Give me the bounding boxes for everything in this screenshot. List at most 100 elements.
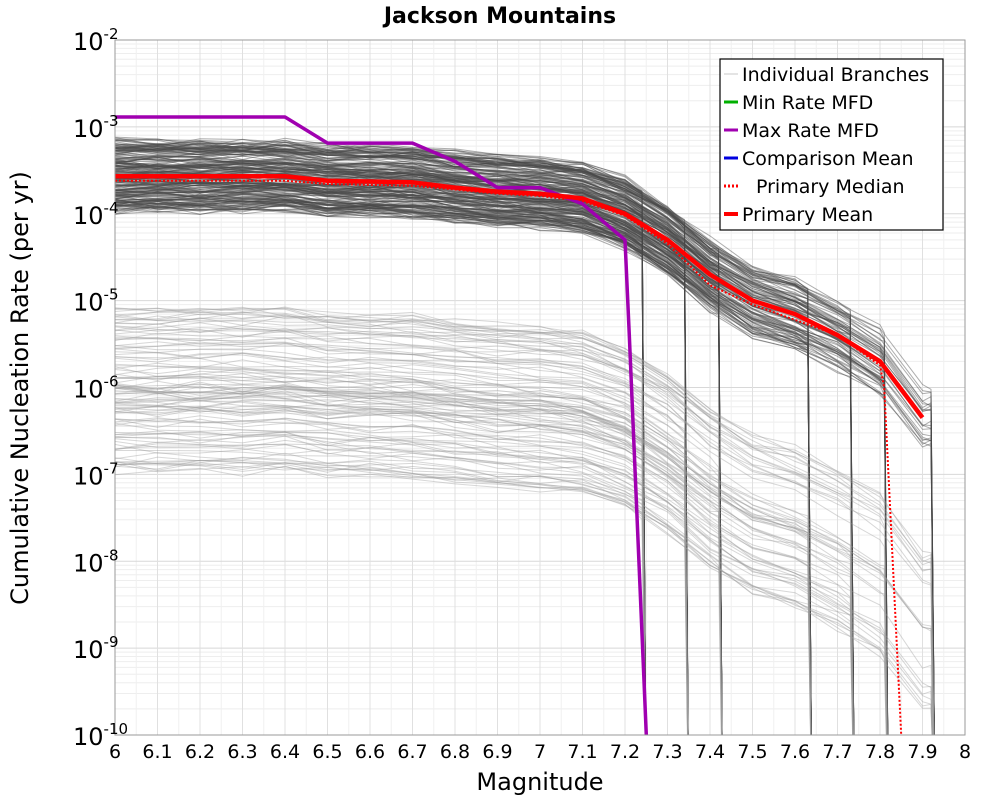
branch-line [115,457,933,735]
branch-line [115,142,812,735]
branch-line [115,386,812,735]
branch-line [115,463,887,735]
branch-line [115,385,888,735]
x-tick-label: 7.2 [610,741,640,763]
branch-line [115,182,855,735]
branch-line [115,385,854,735]
branch-line [115,177,723,735]
branch-line [115,165,889,735]
branch-line [115,146,723,735]
branch-line [115,148,855,735]
branch-line [115,417,812,735]
branch-line [115,141,647,735]
branch-line [115,163,689,735]
branch-line [115,143,889,735]
y-axis-label: Cumulative Nucleation Rate (per yr) [6,171,34,605]
x-tick-label: 7 [534,741,546,763]
branch-line [115,164,855,735]
branch-line [115,144,812,735]
x-tick-label: 8 [959,741,971,763]
branch-line [115,388,646,735]
branch-line [115,162,647,735]
branch-line [115,459,854,735]
x-tick-label: 7.5 [737,741,767,763]
branch-line [115,205,812,735]
branch-line [115,149,812,735]
branch-line [115,155,812,735]
x-tick-label: 6.3 [227,741,257,763]
branch-line [115,198,647,735]
branch-line [115,195,723,735]
branch-line [115,143,689,735]
branch-line [115,200,855,735]
y-tick-label: 10-10 [73,720,128,751]
branch-line [115,162,889,735]
branch-line [115,138,647,735]
branch-line [115,206,647,735]
y-tick-label: 10-3 [73,112,119,143]
branch-line [115,313,854,735]
branch-line [115,465,646,735]
branch-line [115,182,812,735]
x-tick-label: 7.6 [780,741,810,763]
branch-line [115,399,888,735]
branch-line [115,397,854,735]
branch-line [115,325,854,735]
branch-line [115,147,812,735]
branch-line [115,354,646,735]
branch-line [115,185,647,735]
branch-line [115,162,723,735]
branch-line [115,193,812,735]
branch-line [115,198,723,735]
branch-line [115,425,854,735]
branch-line [115,341,854,735]
x-tick-label: 6.1 [142,741,172,763]
branch-line [115,351,689,735]
branch-line [115,199,889,735]
branch-line [115,162,889,735]
branch-line [115,183,935,735]
legend-label: Primary Mean [742,204,873,226]
branch-line [115,407,723,735]
branch-line [115,155,935,735]
branch-line [115,440,933,735]
branch-line [115,200,935,735]
y-tick-label: 10-9 [73,633,119,664]
branch-line [115,401,723,735]
branch-line [115,205,855,735]
branch-line [115,145,689,735]
y-tick-label: 10-6 [73,373,119,404]
branch-line [115,159,723,735]
y-tick-label: 10-4 [73,199,119,230]
legend-box [719,58,944,231]
branch-line [115,143,935,735]
branch-line [115,459,933,735]
chart-title: Jackson Mountains [382,4,616,29]
branch-line [115,422,689,735]
branch-line [115,463,887,735]
branch-line [115,146,935,735]
branch-line [115,310,723,735]
x-tick-label: 7.1 [567,741,597,763]
branch-line [115,182,689,735]
branch-line [115,185,689,735]
branch-line [115,165,723,735]
branch-line [115,387,812,735]
branch-line [115,375,888,735]
branch-line [115,363,723,735]
branch-line [115,460,646,735]
branch-line [115,190,889,735]
x-tick-label: 7.9 [907,741,937,763]
branch-line [115,341,935,735]
branch-line [115,203,647,735]
branch-line [115,204,689,735]
branch-line [115,433,854,735]
branch-line [115,203,689,735]
branch-line [115,143,689,735]
branch-line [115,192,935,735]
branch-line [115,141,855,735]
y-tick-label: 10-8 [73,546,119,577]
x-tick-label: 7.3 [652,741,682,763]
y-tick-label: 10-7 [73,459,119,490]
branch-line [115,184,889,735]
